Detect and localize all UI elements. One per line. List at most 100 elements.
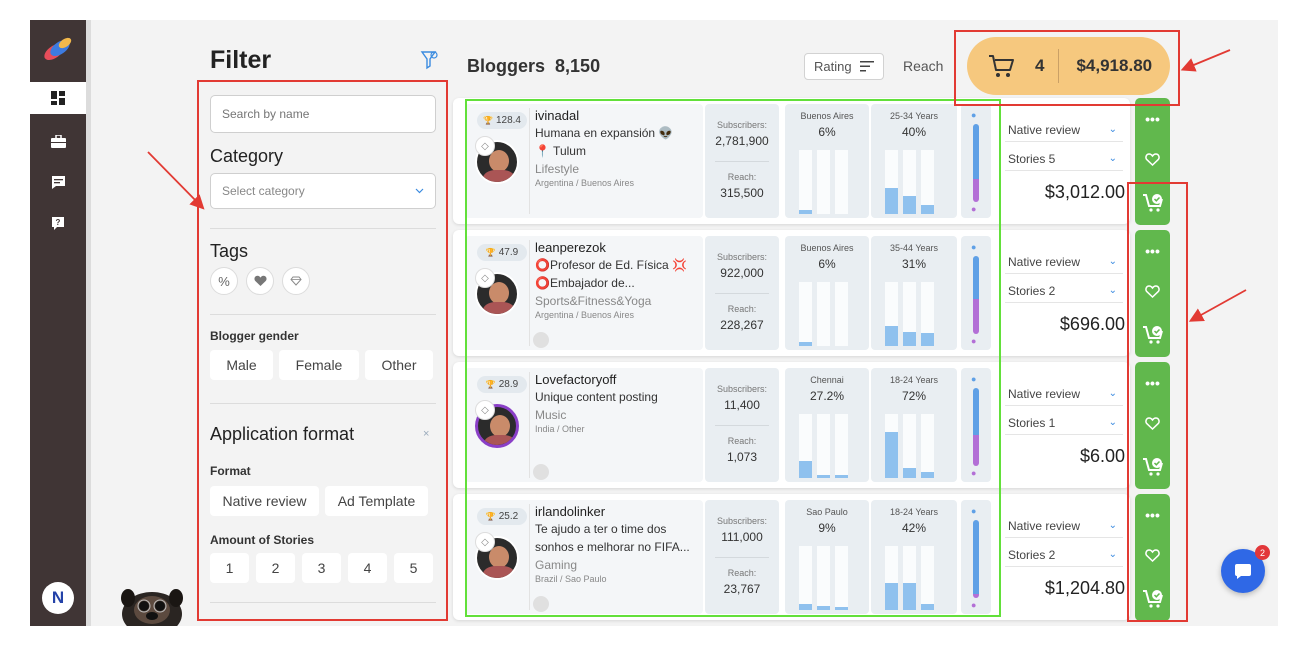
format-select[interactable]: Native review ⌄	[1005, 250, 1123, 274]
age-bar-fill	[921, 472, 934, 478]
format-ad-template-chip[interactable]: Ad Template	[325, 486, 428, 516]
stories-select[interactable]: Stories 1 ⌄	[1005, 411, 1123, 435]
amount-of-stories-label: Amount of Stories	[210, 533, 314, 547]
bloggers-label: Bloggers	[467, 56, 546, 76]
blogger-avatar[interactable]	[475, 272, 519, 316]
city-bar	[799, 150, 812, 214]
category-select[interactable]: Select category	[210, 173, 436, 209]
trophy-icon: 🏆	[485, 512, 496, 521]
search-by-name-input[interactable]	[210, 95, 436, 133]
format-native-review-chip[interactable]: Native review	[210, 486, 319, 516]
blogger-profile[interactable]: 🏆 47.9 ◇ leanperezok ⭕Profesor de Ed. Física…	[465, 236, 703, 350]
avatar-face	[490, 415, 510, 437]
add-to-cart-button[interactable]	[1135, 318, 1170, 352]
user-avatar[interactable]: N	[42, 582, 74, 614]
add-to-cart-button[interactable]	[1135, 450, 1170, 484]
application-format-close-icon[interactable]: ×	[423, 428, 430, 440]
blogger-bio-line-2: 📍 Tulum	[535, 144, 586, 158]
bloggers-heading: Bloggers 8,150	[467, 56, 600, 77]
male-share-bar	[973, 124, 979, 179]
blogger-username[interactable]: irlandolinker	[535, 504, 606, 519]
favorite-button[interactable]	[1135, 538, 1170, 572]
messages-icon[interactable]	[30, 166, 86, 198]
stories-option-1[interactable]: 1	[210, 553, 249, 583]
format-select[interactable]: Native review ⌄	[1005, 118, 1123, 142]
blogger-username[interactable]: Lovefactoryoff	[535, 372, 617, 387]
blogger-username[interactable]: leanperezok	[535, 240, 606, 255]
chevron-down-icon: ⌄	[1108, 388, 1117, 399]
blogger-card[interactable]: 🏆 25.2 ◇ irlandolinker Te ajudo a ter o time…	[453, 494, 1130, 620]
more-options-button[interactable]: •••	[1145, 507, 1160, 523]
more-options-button[interactable]: •••	[1145, 111, 1160, 127]
filter-reset-icon[interactable]	[420, 50, 438, 70]
stories-option-2[interactable]: 2	[256, 553, 295, 583]
profile-divider	[529, 504, 530, 610]
chat-widget-button[interactable]	[1221, 549, 1265, 593]
more-options-button[interactable]: •••	[1145, 243, 1160, 259]
blogger-avatar[interactable]	[475, 404, 519, 448]
add-to-cart-button[interactable]	[1135, 582, 1170, 616]
city-bar-fill	[799, 604, 812, 610]
blogger-card[interactable]: 🏆 128.4 ◇ ivinadal Humana en expansión 👽 📍 Tu…	[453, 98, 1130, 224]
female-share-bar	[973, 179, 979, 202]
rank-badge: 🏆 25.2	[477, 508, 527, 525]
sort-reach-option[interactable]: Reach	[903, 58, 944, 74]
briefcase-icon[interactable]	[30, 125, 86, 157]
gender-track	[973, 256, 979, 334]
annotation-bloggers-box	[465, 99, 1001, 617]
geo-stats: Sao Paulo 9%	[785, 500, 869, 614]
favorite-button[interactable]	[1135, 142, 1170, 176]
divider	[210, 403, 436, 404]
age-stats: 35-44 Years 31%	[871, 236, 957, 350]
blogger-card[interactable]: 🏆 47.9 ◇ leanperezok ⭕Profesor de Ed. Física…	[453, 230, 1130, 356]
order-options: Native review ⌄ Stories 1 ⌄ $6.00	[1003, 368, 1125, 482]
blogger-profile[interactable]: 🏆 28.9 ◇ Lovefactoryoff Unique content posti…	[465, 368, 703, 482]
favorite-button[interactable]	[1135, 406, 1170, 440]
favorite-button[interactable]	[1135, 274, 1170, 308]
format-select[interactable]: Native review ⌄	[1005, 514, 1123, 538]
stories-select-value: Stories 1	[1008, 415, 1056, 430]
avatar-face	[489, 546, 509, 568]
subscribers-label: Subscribers:	[716, 252, 768, 262]
cart-summary-button[interactable]: 4 $4,918.80	[967, 37, 1170, 95]
gender-female-chip[interactable]: Female	[279, 350, 359, 380]
sort-rating-select[interactable]: Rating	[804, 53, 884, 80]
app-sidebar: ? N	[30, 20, 86, 626]
reach-label: Reach:	[727, 304, 757, 314]
application-format-title: Application format	[210, 424, 355, 444]
stories-select[interactable]: Stories 2 ⌄	[1005, 543, 1123, 567]
profile-divider	[529, 240, 530, 346]
age-bar	[903, 414, 916, 478]
stories-option-5[interactable]: 5	[394, 553, 433, 583]
blogger-gender-label: Blogger gender	[210, 329, 299, 343]
tag-favorite-button[interactable]	[246, 267, 274, 295]
gender-male-chip[interactable]: Male	[210, 350, 273, 380]
male-share-bar	[973, 520, 979, 594]
blogger-profile[interactable]: 🏆 25.2 ◇ irlandolinker Te ajudo a ter o time…	[465, 500, 703, 614]
blogger-actions: •••	[1135, 362, 1170, 489]
trophy-icon: 🏆	[485, 380, 496, 389]
age-bar-fill	[885, 326, 898, 346]
blogger-card[interactable]: 🏆 28.9 ◇ Lovefactoryoff Unique content posti…	[453, 362, 1130, 488]
age-bar	[885, 282, 898, 346]
blogger-profile[interactable]: 🏆 128.4 ◇ ivinadal Humana en expansión 👽 📍 Tu…	[465, 104, 703, 218]
stories-select[interactable]: Stories 5 ⌄	[1005, 147, 1123, 171]
tag-premium-button[interactable]	[282, 267, 310, 295]
add-to-cart-button[interactable]	[1135, 186, 1170, 220]
dashboard-icon[interactable]	[30, 82, 86, 114]
help-icon[interactable]: ?	[30, 207, 86, 239]
male-icon: ●	[971, 242, 977, 252]
avatar-face	[489, 282, 509, 304]
stories-option-4[interactable]: 4	[348, 553, 387, 583]
tag-discount-button[interactable]: %	[210, 267, 238, 295]
brand-logo[interactable]	[40, 30, 76, 66]
stories-select[interactable]: Stories 2 ⌄	[1005, 279, 1123, 303]
blogger-username[interactable]: ivinadal	[535, 108, 580, 123]
stories-select-value: Stories 2	[1008, 283, 1056, 298]
more-options-button[interactable]: •••	[1145, 375, 1160, 391]
stories-option-3[interactable]: 3	[302, 553, 341, 583]
gender-track	[973, 520, 979, 598]
gender-other-chip[interactable]: Other	[365, 350, 433, 380]
gender-split: ● ●	[961, 236, 991, 350]
format-select[interactable]: Native review ⌄	[1005, 382, 1123, 406]
